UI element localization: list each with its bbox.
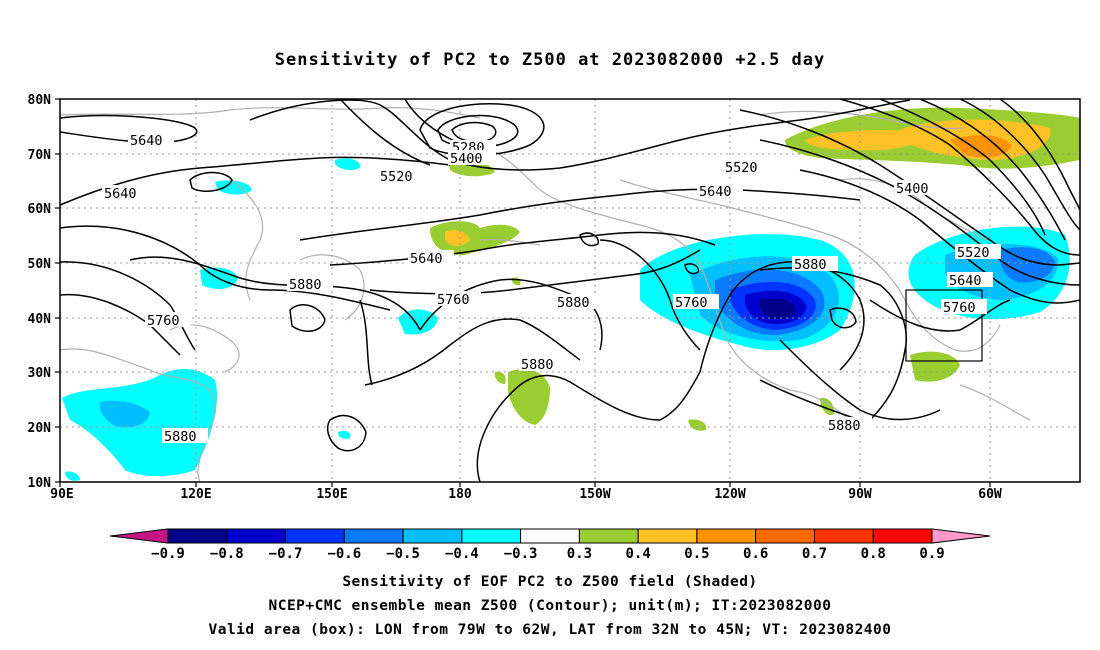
colorbar-label: −0.9 xyxy=(151,546,185,562)
colorbar-swatch xyxy=(813,528,874,544)
contour-label: 5760 xyxy=(943,300,976,316)
colorbar-max-arrow xyxy=(931,528,991,544)
colorbar-swatch xyxy=(285,528,345,544)
caption-line-3: Valid area (box): LON from 79W to 62W, L… xyxy=(208,622,892,638)
lat-label: 60N xyxy=(28,202,52,217)
lon-label: 90W xyxy=(848,487,872,502)
colorbar-swatch xyxy=(402,528,463,544)
latitude-labels: 80N 70N 60N 50N 40N 30N 20N 10N xyxy=(28,93,52,491)
contour-labels: 5640 5640 5760 5880 5520 5280 5400 5640 … xyxy=(102,132,1001,445)
colorbar-swatch xyxy=(872,528,933,544)
colorbar-label: 0.4 xyxy=(626,546,651,562)
valid-area-box xyxy=(905,289,983,362)
contour-label: 5760 xyxy=(437,292,470,308)
colorbar-min-arrow xyxy=(109,528,169,544)
lon-label: 180 xyxy=(448,487,472,502)
contour-label: 5400 xyxy=(896,181,929,197)
contour-label: 5880 xyxy=(828,418,861,434)
contour-label: 5640 xyxy=(410,251,443,267)
contour-label: 5880 xyxy=(521,357,554,373)
lat-label: 10N xyxy=(28,476,52,491)
contour-label: 5520 xyxy=(725,160,758,176)
contour-label: 5880 xyxy=(794,257,827,273)
colorbar: −0.9 −0.8 −0.7 −0.6 −0.5 −0.4 −0.3 0.3 0.4 0.5 0.6… xyxy=(109,528,991,562)
caption-line-1: Sensitivity of EOF PC2 to Z500 field (Sh… xyxy=(342,574,758,590)
lon-label: 120E xyxy=(180,487,211,502)
colorbar-swatch xyxy=(226,528,287,544)
contour-label: 5880 xyxy=(164,429,197,445)
contour-label: 5640 xyxy=(699,184,732,200)
lon-label: 150E xyxy=(316,487,347,502)
contour-label: 5880 xyxy=(557,295,590,311)
caption-line-2: NCEP+CMC ensemble mean Z500 (Contour); u… xyxy=(268,598,832,614)
lon-label: 120W xyxy=(714,487,745,502)
colorbar-swatch xyxy=(637,528,698,544)
colorbar-swatch xyxy=(343,528,404,544)
colorbar-swatch xyxy=(461,528,522,544)
colorbar-label: 0.6 xyxy=(743,546,768,562)
longitude-labels: 90E 120E 150E 180 150W 120W 90W 60W xyxy=(50,487,1002,502)
colorbar-swatch xyxy=(755,528,815,544)
lon-label: 150W xyxy=(579,487,610,502)
colorbar-label: −0.6 xyxy=(327,546,361,562)
axis-ticks xyxy=(55,98,991,487)
contour-label: 5760 xyxy=(147,313,180,329)
map-title: Sensitivity of PC2 to Z500 at 2023082000… xyxy=(274,50,826,70)
colorbar-label: 0.7 xyxy=(802,546,827,562)
colorbar-label: 0.9 xyxy=(919,546,944,562)
lat-label: 50N xyxy=(28,257,52,272)
colorbar-label: −0.5 xyxy=(386,546,420,562)
contour-label: 5640 xyxy=(104,186,137,202)
lat-label: 40N xyxy=(28,312,52,327)
contour-label: 5400 xyxy=(450,151,483,167)
contour-label: 5640 xyxy=(949,273,982,289)
map-area: 5640 5640 5760 5880 5520 5280 5400 5640 … xyxy=(60,99,1080,482)
colorbar-label: −0.4 xyxy=(445,546,479,562)
lat-label: 80N xyxy=(28,93,52,108)
colorbar-label: −0.7 xyxy=(269,546,303,562)
colorbar-label: 0.5 xyxy=(684,546,709,562)
colorbar-label: 0.3 xyxy=(567,546,592,562)
shaded-negative-sensitivity xyxy=(62,158,1070,481)
colorbar-swatch xyxy=(167,528,228,544)
shaded-positive-sensitivity xyxy=(430,107,1080,431)
graticule xyxy=(60,99,1080,482)
colorbar-label: 0.8 xyxy=(861,546,886,562)
colorbar-label: −0.8 xyxy=(210,546,244,562)
lon-label: 90E xyxy=(50,487,73,502)
lat-label: 70N xyxy=(28,148,52,163)
colorbar-swatch xyxy=(696,528,757,544)
colorbar-label: −0.3 xyxy=(504,546,538,562)
colorbar-swatch xyxy=(520,528,580,544)
lon-label: 60W xyxy=(978,487,1002,502)
contour-label: 5520 xyxy=(957,245,990,261)
contour-label: 5520 xyxy=(380,169,413,185)
contour-label: 5880 xyxy=(289,277,322,293)
colorbar-swatch xyxy=(578,528,639,544)
contour-label: 5640 xyxy=(130,133,163,149)
lat-label: 30N xyxy=(28,366,52,381)
lat-label: 20N xyxy=(28,421,52,436)
map-frame xyxy=(59,98,1081,483)
contour-label: 5760 xyxy=(675,295,708,311)
